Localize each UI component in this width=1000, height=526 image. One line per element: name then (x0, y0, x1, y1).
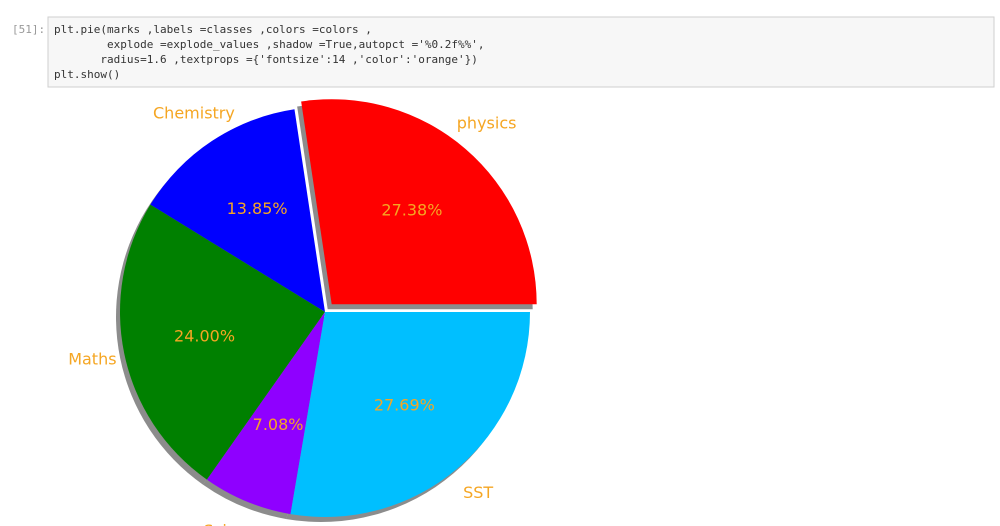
wedge (150, 109, 325, 313)
wedge (206, 312, 325, 515)
slice-label: Maths (68, 349, 116, 368)
slice-label: Chemistry (153, 103, 235, 122)
code-line: plt.show() (54, 68, 120, 81)
percent-label: 24.00% (174, 326, 235, 345)
slice-label: SST (463, 483, 493, 502)
code-line: radius=1.6 ,textprops ={'fontsize':14 ,'… (54, 53, 478, 66)
pie-chart: physics 27.38% Chemistry 13.85% Maths 24.00% S… (68, 99, 537, 526)
code-line: explode =explode_values ,shadow =True,au… (54, 38, 484, 51)
slice-label: physics (457, 114, 517, 133)
slice-label: Science (203, 521, 265, 526)
wedge (290, 312, 530, 517)
percent-label: 7.08% (253, 415, 304, 434)
code-line: plt.pie(marks ,labels =classes ,colors =… (54, 23, 372, 36)
code-block: plt.pie(marks ,labels =classes ,colors =… (54, 23, 484, 81)
wedge (301, 99, 537, 305)
percent-label: 27.69% (374, 396, 435, 415)
code-cell[interactable] (47, 16, 995, 88)
percent-label: 13.85% (227, 199, 288, 218)
wedge (119, 204, 325, 480)
percent-label: 27.38% (381, 201, 442, 220)
cell-prompt: [51]: (12, 23, 45, 36)
